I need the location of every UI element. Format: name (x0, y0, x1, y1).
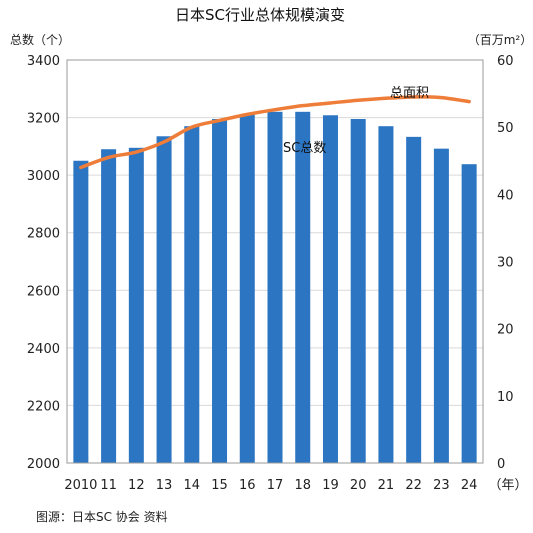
bar (101, 149, 117, 463)
left-tick-label: 3000 (27, 169, 60, 184)
x-tick-label: 20 (350, 478, 367, 493)
right-tick-label: 60 (497, 54, 514, 69)
bar (295, 111, 311, 464)
right-axis-ticks: 0 10 20 30 40 50 60 (497, 54, 514, 472)
left-axis-ticks: 2000 2200 2400 2600 2800 3000 3200 3400 (27, 54, 60, 472)
left-axis-label: 总数（个） (10, 32, 70, 47)
x-axis-unit: （年） (488, 478, 527, 493)
bar (378, 126, 394, 463)
x-tick-label: 23 (433, 478, 450, 493)
x-tick-label: 19 (322, 478, 339, 493)
left-tick-label: 3200 (27, 112, 60, 127)
x-axis-ticks: 2010 11 12 13 14 15 16 17 18 19 20 21 22 23 24 (64, 478, 477, 493)
bar (350, 119, 366, 463)
left-tick-label: 2200 (27, 399, 60, 414)
plot-frame (66, 59, 484, 464)
x-tick-label: 11 (100, 478, 117, 493)
x-tick-label: 24 (461, 478, 478, 493)
bar (184, 126, 200, 463)
left-tick-label: 2800 (27, 227, 60, 242)
x-tick-label: 14 (184, 478, 201, 493)
bar (128, 147, 144, 463)
right-tick-label: 20 (497, 323, 514, 338)
area-line (79, 95, 471, 170)
bar-series-label: SC总数 (283, 141, 326, 156)
area-series-label: 总面积 (390, 86, 429, 101)
bar (433, 148, 449, 463)
bar (461, 164, 477, 463)
chart-title: 日本SC行业总体规模演变 (175, 6, 345, 24)
bar (156, 136, 172, 463)
bar (239, 114, 255, 463)
x-tick-label: 15 (211, 478, 228, 493)
x-tick-label: 18 (294, 478, 311, 493)
line-series (79, 95, 471, 170)
right-tick-label: 0 (497, 457, 505, 472)
x-tick-label: 13 (156, 478, 173, 493)
x-tick-label: 12 (128, 478, 145, 493)
left-tick-label: 3400 (27, 54, 60, 69)
bar (406, 136, 422, 464)
source-note: 图源：日本SC 协会 资料 (36, 509, 168, 524)
x-tick-label: 21 (378, 478, 395, 493)
x-tick-label: 22 (405, 478, 422, 493)
right-tick-label: 10 (497, 390, 514, 405)
bar (212, 119, 228, 463)
right-tick-label: 30 (497, 256, 514, 271)
right-tick-label: 40 (497, 188, 514, 203)
x-tick-label: 2010 (64, 478, 97, 493)
right-axis-label: （百万m²） (468, 33, 533, 47)
left-tick-label: 2000 (27, 457, 60, 472)
bar (267, 111, 283, 464)
right-tick-label: 50 (497, 121, 514, 136)
bar (73, 160, 89, 463)
bar (322, 115, 338, 464)
left-tick-label: 2400 (27, 342, 60, 357)
bar-series (73, 111, 477, 464)
x-tick-label: 16 (239, 478, 256, 493)
left-tick-label: 2600 (27, 284, 60, 299)
x-tick-label: 17 (267, 478, 284, 493)
